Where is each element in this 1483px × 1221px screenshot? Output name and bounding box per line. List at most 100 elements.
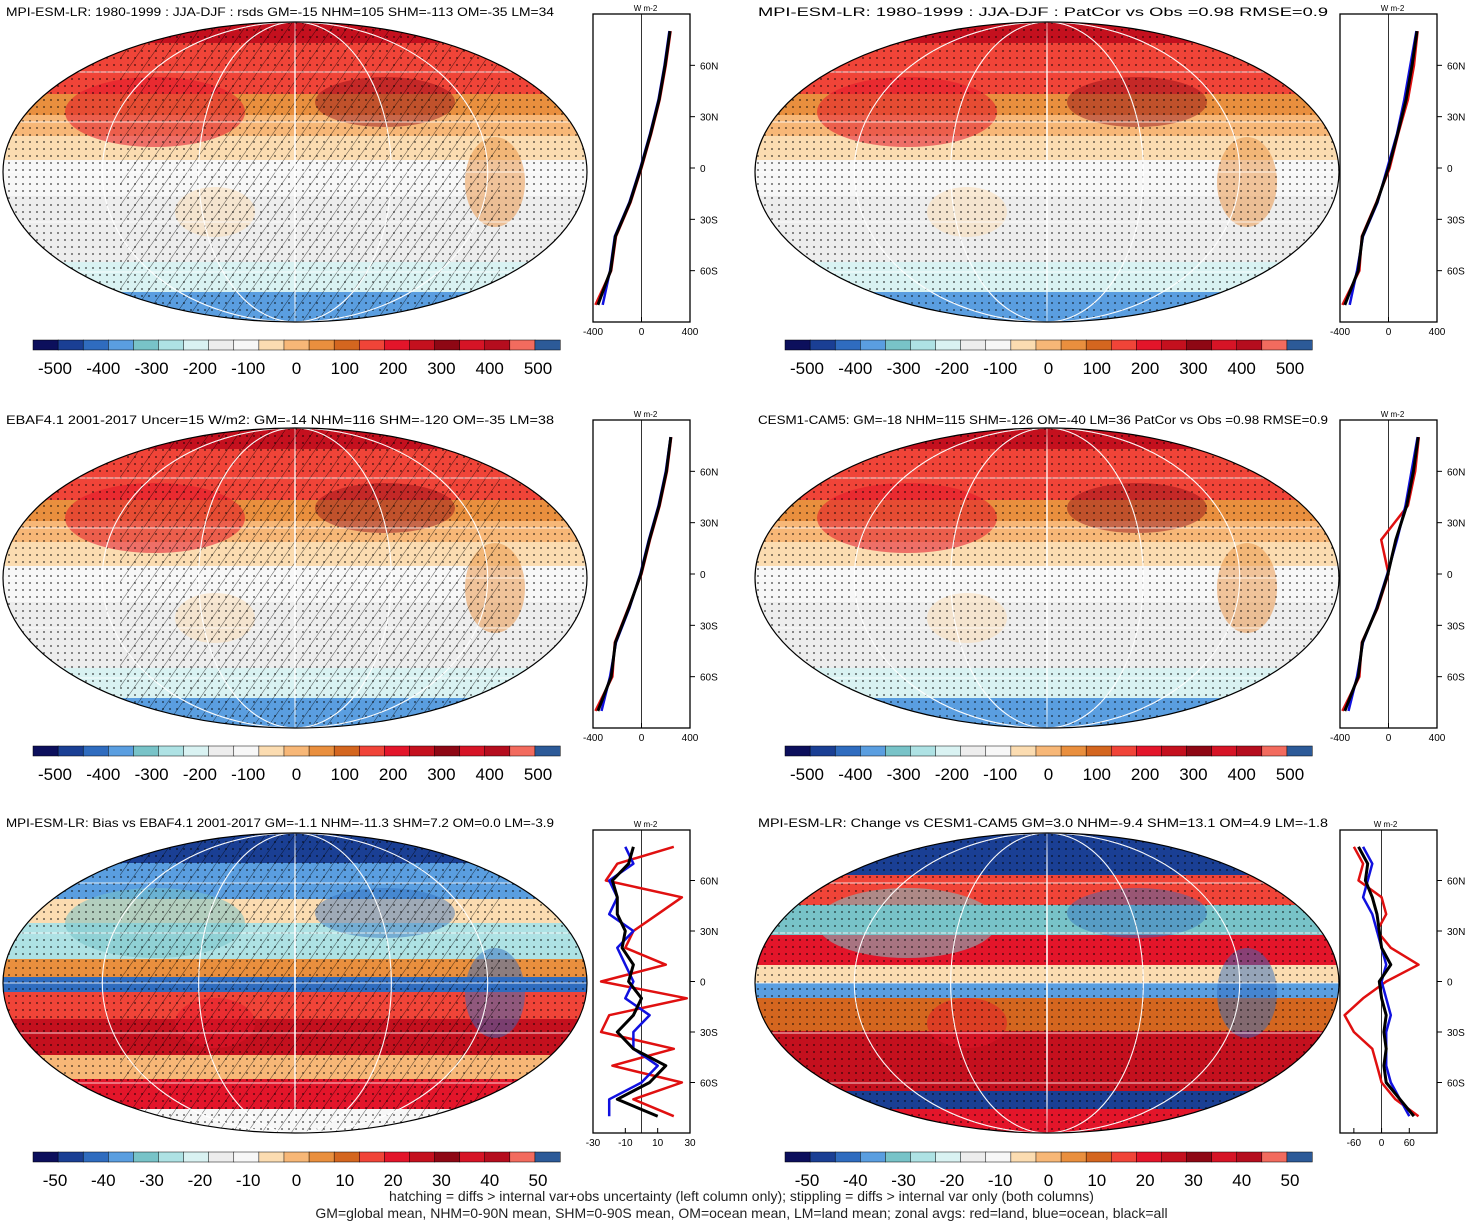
colorbar-cell xyxy=(208,339,235,351)
colorbar-cell xyxy=(82,745,109,757)
colorbar-cell xyxy=(258,1151,285,1163)
footer-line-2: GM=global mean, NHM=0-90N mean, SHM=0-90… xyxy=(315,1205,1168,1221)
zonal-line-land xyxy=(1343,846,1420,1118)
zonal-lat-label: 0 xyxy=(700,164,706,175)
colorbar-cell xyxy=(459,1151,486,1163)
colorbar-tick-label: 400 xyxy=(1228,765,1256,784)
colorbar-cell xyxy=(57,745,84,757)
colorbar-tick-label: 20 xyxy=(1136,1171,1155,1190)
map-outline xyxy=(2,427,588,729)
colorbar-tick-label: 100 xyxy=(1083,359,1111,378)
colorbar-cell xyxy=(283,1151,310,1163)
zonal-line-all xyxy=(596,436,673,712)
zonal-line-ocean xyxy=(1361,846,1411,1117)
zonal-lat-label: 60S xyxy=(700,673,718,684)
zonal-mean-plot: W m-2 -400 0 400 60N 30N 0 30S 60S xyxy=(583,410,718,744)
colorbar-cell xyxy=(333,745,360,757)
zonal-lat-label: 30N xyxy=(1447,113,1465,124)
zonal-lat-label: 30S xyxy=(1447,621,1465,632)
colorbar-cell xyxy=(809,1151,836,1163)
colorbar-cell xyxy=(1010,339,1037,351)
zonal-mean-plot: W m-2 -60 0 60 60N 30N 0 30S 60S xyxy=(1339,820,1465,1149)
colorbar-cell xyxy=(1085,1151,1112,1163)
zonal-lat-label: 0 xyxy=(1447,570,1453,581)
colorbar-cell xyxy=(57,1151,84,1163)
panel-6: MPI-ESM-LR: Change vs CESM1-CAM5 GM=3.0 … xyxy=(754,816,1465,1190)
zonal-lat-label: 0 xyxy=(700,978,706,989)
colorbar-cell xyxy=(484,745,511,757)
zonal-xtick-label: 400 xyxy=(682,327,699,338)
colorbar-tick-label: -100 xyxy=(231,765,265,784)
colorbar-cell xyxy=(308,745,335,757)
colorbar-tick-label: 500 xyxy=(1276,765,1304,784)
colorbar-tick-label: 0 xyxy=(1044,1171,1053,1190)
zonal-lat-label: 30S xyxy=(1447,1028,1465,1039)
colorbar-cell xyxy=(809,745,836,757)
colorbar-cell xyxy=(258,745,285,757)
map-outline xyxy=(2,21,588,323)
zonal-xtick-label: -10 xyxy=(618,1138,633,1149)
colorbar-cell xyxy=(1085,339,1112,351)
zonal-line-land xyxy=(1341,436,1421,712)
colorbar-cell xyxy=(860,745,886,757)
colorbar-cell xyxy=(1211,745,1238,757)
colorbar-cell xyxy=(935,339,962,351)
colorbar-cell xyxy=(1261,339,1288,351)
colorbar-tick-label: 400 xyxy=(476,765,504,784)
colorbar-tick-label: -10 xyxy=(236,1171,261,1190)
colorbar-cell xyxy=(108,339,134,351)
panel-3: EBAF4.1 2001-2017 Uncer=15 W/m2: GM=-14 … xyxy=(2,410,718,784)
colorbar-cell xyxy=(1161,745,1188,757)
zonal-xtick-label: 0 xyxy=(1386,733,1392,744)
colorbar-cell xyxy=(57,339,84,351)
colorbar-cell xyxy=(885,1151,912,1163)
zonal-line-all xyxy=(610,846,668,1118)
zonal-xtick-label: 400 xyxy=(1429,733,1446,744)
zonal-line-all xyxy=(1343,30,1419,306)
zonal-xtick-label: -400 xyxy=(1330,327,1350,338)
zonal-lat-label: 60N xyxy=(1447,877,1465,888)
colorbar-cell xyxy=(133,745,160,757)
graticule-lon xyxy=(198,22,392,322)
panel-title: MPI-ESM-LR: 1980-1999 : JJA-DJF : rsds G… xyxy=(6,5,554,19)
colorbar-cell xyxy=(1085,745,1112,757)
colorbar-cell xyxy=(1286,745,1313,757)
colorbar-tick-label: 300 xyxy=(427,359,455,378)
zonal-xtick-label: -30 xyxy=(586,1138,601,1149)
colorbar-cell xyxy=(183,1151,210,1163)
zonal-xtick-label: 10 xyxy=(652,1138,664,1149)
colorbar-tick-label: -400 xyxy=(86,359,120,378)
colorbar-tick-label: 0 xyxy=(292,1171,301,1190)
colorbar-cell xyxy=(1136,339,1162,351)
colorbar-cell xyxy=(834,339,861,351)
colorbar-cell xyxy=(834,1151,861,1163)
colorbar-cell xyxy=(960,339,987,351)
zonal-xtick-label: 0 xyxy=(1379,1138,1385,1149)
colorbar-tick-label: -100 xyxy=(983,359,1017,378)
graticule-lon xyxy=(950,22,1144,322)
colorbar-cell xyxy=(434,745,461,757)
colorbar-cell xyxy=(960,1151,987,1163)
colorbar-tick-label: -50 xyxy=(795,1171,820,1190)
colorbar-cell xyxy=(809,339,836,351)
colorbar-tick-label: -50 xyxy=(43,1171,68,1190)
unit-label: W m-2 xyxy=(1381,410,1405,419)
zonal-line-all xyxy=(1357,846,1416,1118)
colorbar-cell xyxy=(1035,1151,1062,1163)
zonal-lat-label: 60S xyxy=(1447,673,1465,684)
colorbar-tick-label: 100 xyxy=(331,765,359,784)
colorbar-tick-label: 300 xyxy=(1179,765,1207,784)
zonal-line-land xyxy=(599,845,689,1118)
colorbar-cell xyxy=(784,745,811,757)
colorbar-tick-label: -400 xyxy=(838,359,872,378)
colorbar-tick-label: 10 xyxy=(335,1171,354,1190)
zonal-lat-label: 60S xyxy=(700,1079,718,1090)
panel-title: EBAF4.1 2001-2017 Uncer=15 W/m2: GM=-14 … xyxy=(6,413,554,427)
colorbar-tick-label: 50 xyxy=(1281,1171,1300,1190)
graticule-lon xyxy=(198,428,392,728)
zonal-lat-label: 30N xyxy=(1447,927,1465,938)
colorbar-cell xyxy=(233,1151,260,1163)
panel-title: CESM1-CAM5: GM=-18 NHM=115 SHM=-126 OM=-… xyxy=(758,413,1328,427)
zonal-lat-label: 60N xyxy=(1447,61,1465,72)
zonal-lat-label: 30S xyxy=(700,621,718,632)
